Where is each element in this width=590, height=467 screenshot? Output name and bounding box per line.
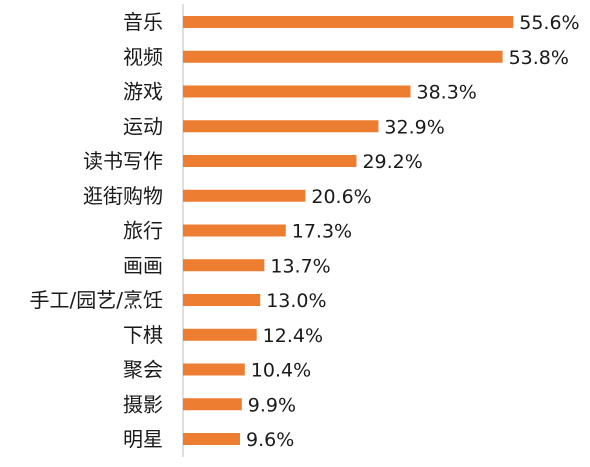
category-label-4: 读书写作 <box>83 149 163 173</box>
value-label-7: 13.7% <box>270 255 330 277</box>
value-label-3: 32.9% <box>384 116 444 138</box>
value-label-0: 55.6% <box>519 12 579 34</box>
category-label-0: 音乐 <box>123 10 163 34</box>
bar-4 <box>183 155 357 167</box>
value-label-12: 9.6% <box>246 429 294 451</box>
bars-group <box>183 16 514 445</box>
bar-1 <box>183 50 503 63</box>
category-label-6: 旅行 <box>123 219 163 243</box>
category-label-8: 手工/园艺/烹饪 <box>30 288 163 312</box>
value-labels: 55.6% 53.8% 38.3% 32.9% 29.2% 20.6% 17.3% 13.7%… <box>246 12 580 451</box>
bar-2 <box>183 85 411 98</box>
category-label-10: 聚会 <box>123 358 163 382</box>
value-label-6: 17.3% <box>292 221 352 243</box>
value-label-2: 38.3% <box>417 82 477 104</box>
value-label-5: 20.6% <box>311 186 371 208</box>
category-label-5: 逛街购物 <box>83 184 163 208</box>
category-label-9: 下棋 <box>123 323 163 347</box>
value-label-11: 9.9% <box>248 394 296 416</box>
bar-5 <box>183 189 306 202</box>
value-label-9: 12.4% <box>263 325 323 347</box>
bar-11 <box>183 398 242 411</box>
category-label-3: 运动 <box>123 114 163 138</box>
bar-7 <box>183 259 265 272</box>
bar-8 <box>183 294 261 306</box>
bar-0 <box>183 16 514 28</box>
category-label-2: 游戏 <box>123 80 163 104</box>
value-label-10: 10.4% <box>251 360 311 382</box>
value-label-1: 53.8% <box>509 47 569 69</box>
category-label-11: 摄影 <box>123 392 163 416</box>
value-label-4: 29.2% <box>362 151 422 173</box>
category-label-7: 画画 <box>123 253 163 277</box>
category-label-1: 视频 <box>123 45 163 69</box>
category-label-12: 明星 <box>123 427 163 451</box>
bar-12 <box>183 433 241 445</box>
value-label-8: 13.0% <box>266 290 326 312</box>
bar-9 <box>183 328 257 341</box>
bar-10 <box>183 363 245 376</box>
bar-6 <box>183 224 286 237</box>
bar-3 <box>183 120 379 133</box>
